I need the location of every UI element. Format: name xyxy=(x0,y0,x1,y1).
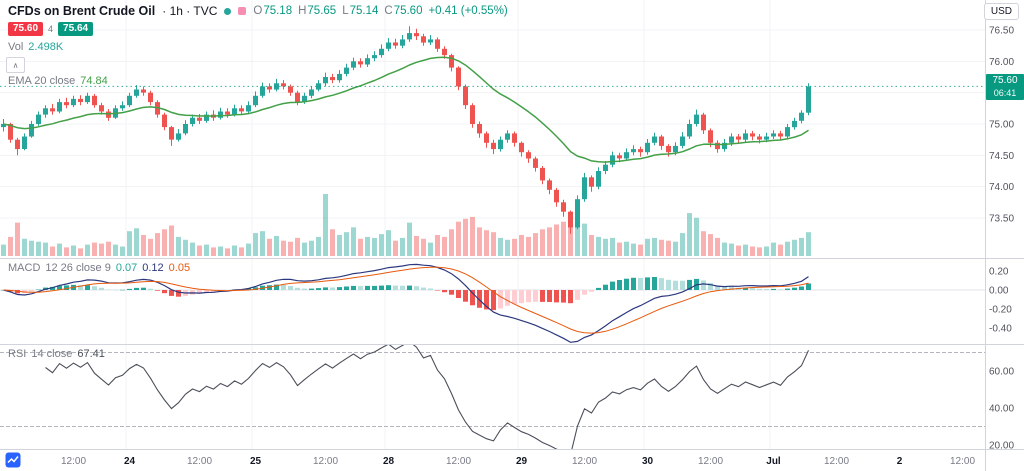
ema-legend[interactable]: EMA 20 close 74.84 xyxy=(8,75,108,87)
macd-legend[interactable]: MACD 12 26 close 9 0.07 0.12 0.05 xyxy=(8,262,190,274)
macd-hist-value: 0.07 xyxy=(115,262,138,274)
macd-line-value: 0.12 xyxy=(142,262,164,274)
ohlc-high: H75.65 xyxy=(298,5,336,17)
macd-pane xyxy=(0,263,985,343)
ohlc-open: O75.18 xyxy=(253,5,292,17)
candlesticks xyxy=(1,26,811,234)
bar-countdown: 06:41 xyxy=(993,88,1017,98)
ema-value: 74.84 xyxy=(80,75,108,87)
time-tick-label: Jul xyxy=(766,456,781,467)
spread-value: 4 xyxy=(48,24,54,34)
symbol-legend[interactable]: CFDs on Brent Crude Oil · 1h · TVC O75.1… xyxy=(8,4,508,18)
time-tick-label: 12:00 xyxy=(313,456,338,467)
price-tick-label: -0.40 xyxy=(989,324,1012,335)
ohlc-high-label: H xyxy=(298,5,307,17)
time-tick-label: 2 xyxy=(897,456,903,467)
time-tick-label: 25 xyxy=(250,456,262,467)
ohlc-open-label: O xyxy=(253,5,263,17)
sell-button[interactable]: 75.60 xyxy=(8,22,44,36)
price-tick-label: -0.20 xyxy=(989,305,1012,316)
macd-label: MACD xyxy=(8,262,41,274)
legend-collapse-button[interactable]: ∧ xyxy=(6,57,25,73)
time-tick-label: 28 xyxy=(383,456,395,467)
time-axis[interactable]: 12:00 24 12:00 25 12:00 28 12:00 29 12:00 30 12:00… xyxy=(61,456,975,467)
time-tick-label: 12:00 xyxy=(187,456,212,467)
price-tick-label: 74.50 xyxy=(989,151,1014,162)
macd-signal-value: 0.05 xyxy=(168,262,191,274)
chevron-up-icon: ∧ xyxy=(12,60,19,70)
price-tick-label: 0.20 xyxy=(989,267,1009,278)
price-tick-label: 0.00 xyxy=(989,286,1009,297)
time-tick-label: 12:00 xyxy=(446,456,471,467)
ohlc-close: C75.60 xyxy=(384,5,422,17)
ohlc-low-label: L xyxy=(342,5,349,17)
ohlc-open-value: 75.18 xyxy=(263,5,293,17)
rsi-pane xyxy=(0,345,985,449)
ema-label: EMA 20 close xyxy=(8,75,76,87)
last-price: 75.60 xyxy=(992,75,1018,86)
price-tick-label: 74.00 xyxy=(989,182,1014,193)
notifications-icon[interactable] xyxy=(238,7,247,15)
time-tick-label: 12:00 xyxy=(572,456,597,467)
macd-params: 12 26 close 9 xyxy=(45,262,111,274)
symbol-title: CFDs on Brent Crude Oil xyxy=(8,4,156,18)
change-value: +0.41 (+0.55%) xyxy=(428,5,508,17)
rsi-value: 67.41 xyxy=(77,348,105,360)
buy-button[interactable]: 75.64 xyxy=(58,22,94,36)
volume-value: 2.498K xyxy=(28,41,64,53)
time-tick-label: 12:00 xyxy=(950,456,975,467)
price-tick-label: 76.50 xyxy=(989,26,1014,37)
ohlc-high-value: 75.65 xyxy=(307,5,337,17)
ohlc-low-value: 75.14 xyxy=(349,5,379,17)
volume-legend[interactable]: Vol 2.498K xyxy=(8,41,63,53)
time-tick-label: 30 xyxy=(642,456,654,467)
price-tick-label: 60.00 xyxy=(989,367,1014,378)
price-tick-label: 75.00 xyxy=(989,120,1014,131)
ohlc-values: O75.18 H75.65 L75.14 C75.60 +0.41 (+0.55… xyxy=(253,5,507,17)
rsi-legend[interactable]: RSI 14 close 67.41 xyxy=(8,348,105,360)
realtime-dot-icon xyxy=(224,7,232,15)
rsi-params: 14 close xyxy=(31,348,73,360)
rsi-label: RSI xyxy=(8,348,27,360)
time-tick-label: 12:00 xyxy=(698,456,723,467)
price-tick-label: 73.50 xyxy=(989,214,1014,225)
ohlc-close-label: C xyxy=(384,5,393,17)
time-tick-label: 12:00 xyxy=(824,456,849,467)
ema-line xyxy=(3,56,809,163)
trade-panel: 75.60 4 75.64 xyxy=(8,22,94,36)
currency-button[interactable]: USD xyxy=(983,3,1019,20)
price-tick-label: 20.00 xyxy=(989,441,1014,452)
time-tick-label: 24 xyxy=(124,456,136,467)
logo-icon xyxy=(5,452,21,468)
ohlc-low: L75.14 xyxy=(342,5,378,17)
time-tick-label: 29 xyxy=(516,456,528,467)
price-tick-label: 76.00 xyxy=(989,57,1014,68)
volume-bars xyxy=(1,194,811,256)
ohlc-close-value: 75.60 xyxy=(393,5,423,17)
time-tick-label: 12:00 xyxy=(61,456,86,467)
tradingview-logo[interactable] xyxy=(5,452,21,468)
grid-lines xyxy=(0,0,985,449)
last-price-badge: 75.60 06:41 xyxy=(986,74,1024,100)
price-tick-label: 40.00 xyxy=(989,404,1014,415)
volume-label: Vol xyxy=(8,41,24,53)
symbol-meta: · 1h · TVC xyxy=(162,4,218,18)
